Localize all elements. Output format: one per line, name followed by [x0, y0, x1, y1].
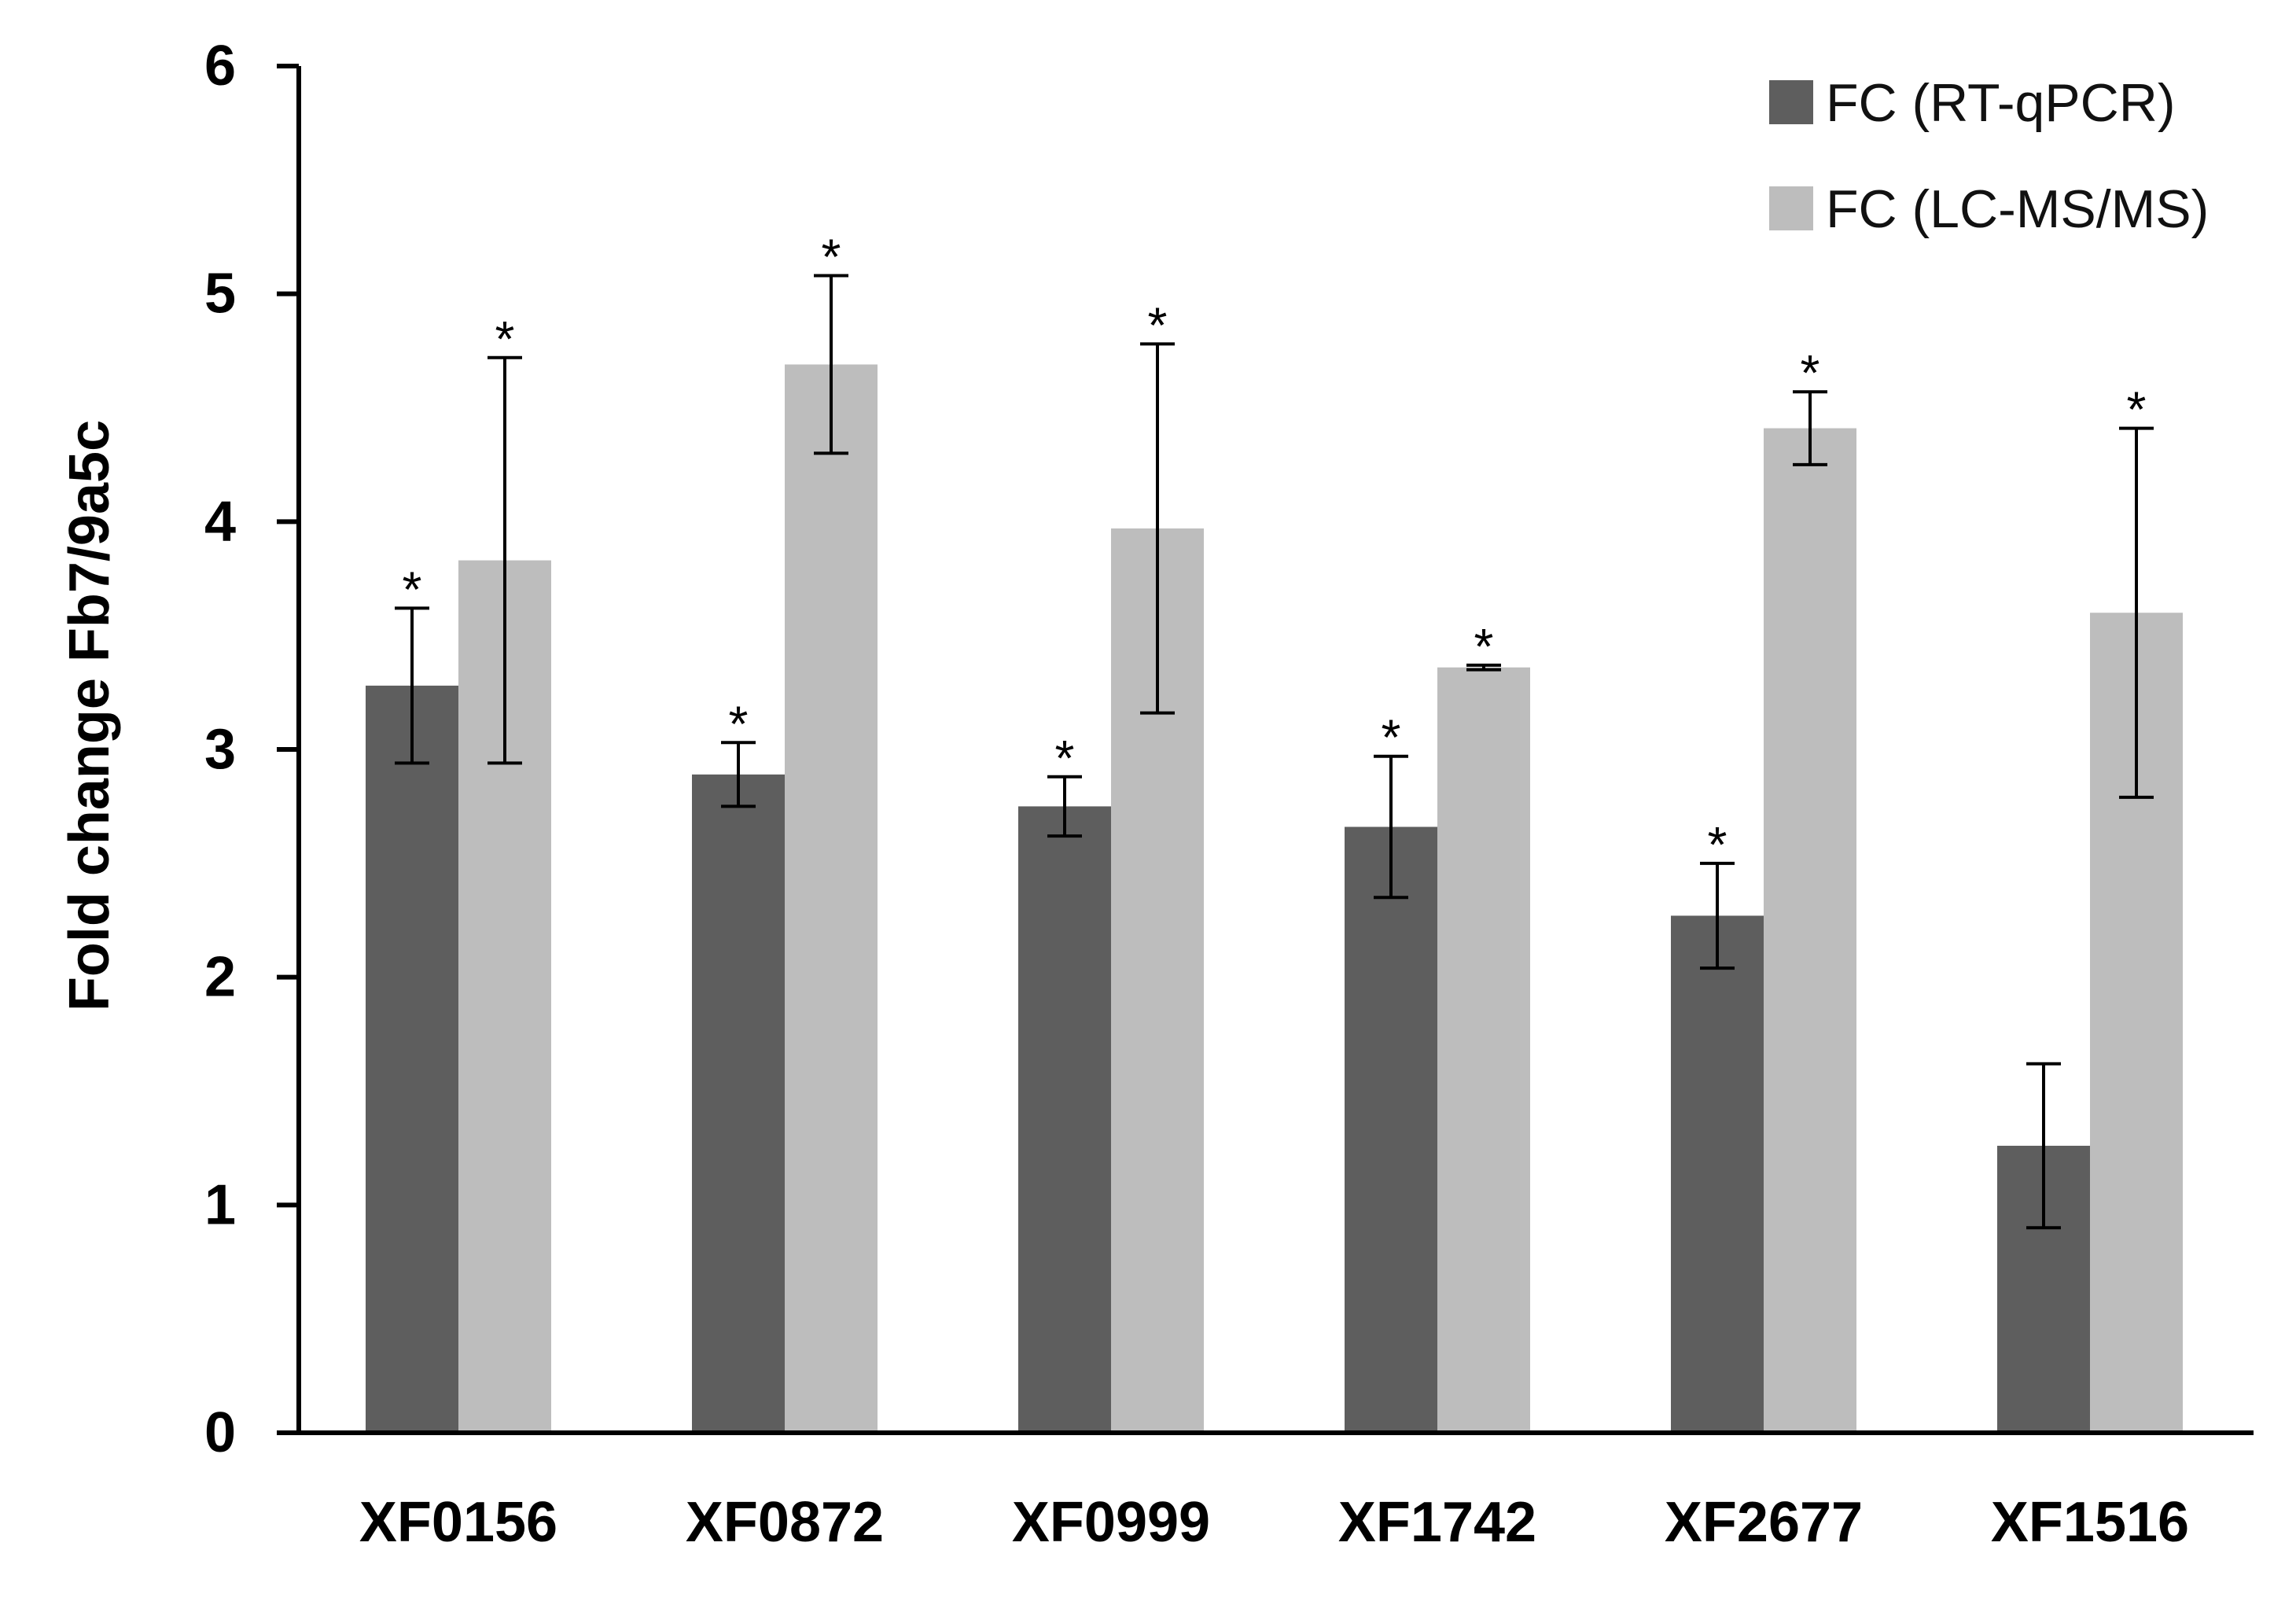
legend-swatch: [1769, 80, 1813, 124]
significance-star: *: [1148, 296, 1168, 353]
bars-layer: [366, 364, 2183, 1434]
significance-star: *: [1055, 730, 1075, 786]
error-bar-xf2677-series-1: [1700, 861, 1735, 970]
legend-label: FC (LC-MS/MS): [1826, 179, 2209, 239]
significance-star: *: [729, 695, 749, 752]
axes-layer: XF0156 XF0872 XF0999 XF1742 XF2677 XF1516 0 1 2 3…: [58, 35, 2254, 1554]
y-tick-label: 0: [204, 1401, 236, 1464]
x-tick-label: XF1516: [1991, 1491, 2189, 1554]
legend-label: FC (RT-qPCR): [1826, 73, 2176, 133]
significance-star: *: [1474, 618, 1494, 675]
y-axis-title: Fold change Fb7/9a5c: [58, 420, 121, 1011]
bar-xf0872-series-1: [692, 774, 785, 1433]
error-bar-xf1742-series-2: [1466, 663, 1501, 672]
y-tick-label: 6: [204, 35, 236, 98]
significance-star: *: [822, 228, 841, 285]
significance-star: *: [2127, 381, 2147, 438]
error-bar-xf0872-series-1: [721, 741, 756, 808]
legend-item-series-2: FC (LC-MS/MS): [1769, 179, 2209, 239]
error-bar-xf0156-series-1: [395, 606, 429, 765]
x-tick-label: XF1742: [1338, 1491, 1536, 1554]
legend-swatch: [1769, 186, 1813, 230]
significance-star: *: [1382, 709, 1401, 766]
bar-xf1742-series-1: [1345, 826, 1437, 1433]
bar-xf2677-series-1: [1671, 915, 1764, 1433]
x-tick-label: XF0872: [686, 1491, 884, 1554]
bar-xf2677-series-2: [1764, 428, 1856, 1433]
bar-xf0999-series-1: [1018, 806, 1111, 1433]
significance-star: *: [1708, 816, 1728, 873]
error-bar-xf0872-series-2: [814, 274, 848, 455]
error-bar-xf0999-series-1: [1047, 775, 1082, 838]
error-bars-layer: * * * * * * * * * * *: [395, 228, 2154, 1230]
x-tick-label: XF0999: [1012, 1491, 1210, 1554]
error-bar-xf2677-series-2: [1793, 390, 1827, 466]
bar-xf1742-series-2: [1437, 667, 1530, 1433]
legend-item-series-1: FC (RT-qPCR): [1769, 73, 2176, 133]
error-bar-xf1742-series-1: [1374, 754, 1408, 900]
y-tick-label: 3: [204, 718, 236, 781]
error-bar-xf1516-series-1: [2026, 1062, 2061, 1230]
y-tick-label: 2: [204, 946, 236, 1009]
x-tick-label: XF2677: [1665, 1491, 1863, 1554]
error-bar-xf0999-series-2: [1140, 342, 1175, 715]
bar-xf0872-series-2: [785, 364, 878, 1433]
significance-star: *: [403, 561, 422, 617]
y-tick-label: 1: [204, 1173, 236, 1236]
error-bar-xf1516-series-2: [2119, 426, 2154, 799]
significance-star: *: [495, 311, 515, 367]
x-tick-label: XF0156: [359, 1491, 557, 1554]
y-tick-label: 5: [204, 263, 236, 326]
y-tick-label: 4: [204, 490, 236, 553]
legend: FC (RT-qPCR) FC (LC-MS/MS): [1769, 73, 2209, 239]
error-bar-xf0156-series-2: [488, 355, 522, 765]
bar-xf0156-series-1: [366, 685, 458, 1433]
significance-star: *: [1801, 344, 1820, 401]
